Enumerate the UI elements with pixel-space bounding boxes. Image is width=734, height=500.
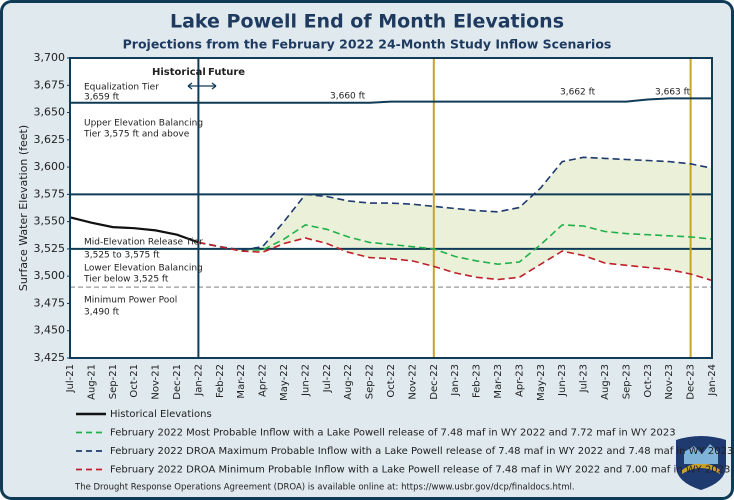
x-tick-label: Sep-22 — [365, 364, 376, 399]
y-tick-label: 3,600 — [34, 160, 66, 173]
annotation: 3,525 to 3,575 ft — [84, 251, 160, 261]
legend-label: February 2022 DROA Maximum Probable Infl… — [110, 446, 733, 457]
x-tick-label: Aug-23 — [600, 364, 611, 400]
y-tick-label: 3,550 — [34, 215, 66, 228]
x-tick-label: Aug-21 — [86, 364, 97, 400]
x-tick-label: Dec-21 — [172, 364, 183, 400]
series-line — [198, 224, 713, 266]
x-tick-label: Feb-23 — [472, 364, 483, 398]
y-tick-label: 3,675 — [34, 78, 66, 91]
y-tick-label: 3,650 — [34, 106, 66, 119]
x-tick-label: Nov-21 — [151, 364, 162, 400]
annotation: 3,662 ft — [560, 88, 596, 98]
y-tick-label: 3,525 — [34, 242, 66, 255]
x-tick-label: Oct-23 — [643, 364, 654, 398]
x-tick-label: Jan-22 — [193, 364, 204, 397]
annotation: Minimum Power Pool — [84, 296, 177, 306]
plot-border — [69, 57, 713, 359]
series-line — [69, 216, 199, 244]
annotation: Future — [208, 67, 245, 78]
annotation: 3,490 ft — [84, 308, 120, 318]
y-tick-label: 3,500 — [34, 269, 66, 282]
legend-label: Historical Elevations — [110, 409, 212, 420]
footnote: The Drought Response Operations Agreemen… — [74, 483, 575, 493]
x-tick-label: Jan-23 — [450, 364, 461, 397]
x-tick-label: Mar-22 — [236, 364, 247, 399]
logo — [676, 436, 726, 490]
x-tick-label: Oct-21 — [129, 364, 140, 398]
x-tick-label: May-23 — [536, 364, 547, 401]
annotation: Tier 3,575 ft and above — [83, 130, 190, 140]
x-tick-label: Aug-22 — [343, 364, 354, 400]
x-tick-label: Jun-22 — [300, 364, 311, 397]
annotation: Lower Elevation Balancing — [84, 264, 203, 274]
annotation: 3,660 ft — [330, 92, 366, 102]
y-tick-label: 3,575 — [34, 187, 66, 200]
x-tick-label: Dec-23 — [686, 364, 697, 400]
y-tick-label: 3,425 — [34, 351, 66, 364]
logo-mountain — [684, 444, 718, 464]
equalization-line — [70, 97, 712, 104]
logo-wave — [682, 463, 720, 474]
x-tick-label: Jan-24 — [707, 364, 718, 397]
annotation: Mid-Elevation Release Tier — [84, 238, 203, 248]
x-tick-label: Nov-23 — [664, 364, 675, 400]
chart-subtitle: Projections from the February 2022 24-Mo… — [123, 37, 612, 52]
arrow — [187, 82, 217, 90]
x-tick-label: Jul-21 — [65, 364, 76, 393]
series-line — [198, 237, 713, 282]
annotation: Historical — [152, 67, 206, 78]
annotation: 3,659 ft — [84, 93, 120, 103]
x-tick-label: Sep-23 — [621, 364, 632, 399]
x-tick-label: Mar-23 — [493, 364, 504, 399]
x-tick-label: Apr-22 — [258, 364, 269, 397]
series-line — [198, 156, 713, 251]
annotation: Upper Elevation Balancing — [84, 119, 203, 129]
legend-label: February 2022 DROA Minimum Probable Infl… — [110, 465, 730, 476]
x-tick-label: Feb-22 — [215, 364, 226, 398]
x-tick-label: Jul-23 — [579, 364, 590, 393]
annotation: Tier below 3,525 ft — [83, 275, 169, 285]
x-tick-label: Jul-22 — [322, 364, 333, 393]
y-axis-title: Surface Water Elevation (feet) — [17, 125, 30, 291]
annotation: 3,663 ft — [655, 88, 691, 98]
x-tick-label: Sep-21 — [108, 364, 119, 399]
y-tick-label: 3,625 — [34, 133, 66, 146]
x-tick-label: May-22 — [279, 364, 290, 401]
x-tick-label: Jun-23 — [557, 364, 568, 397]
y-tick-label: 3,475 — [34, 296, 66, 309]
x-tick-label: Dec-22 — [429, 364, 440, 400]
legend-label: February 2022 Most Probable Inflow with … — [110, 428, 676, 439]
chart-title: Lake Powell End of Month Elevations — [170, 11, 564, 33]
annotation: Equalization Tier — [84, 83, 159, 93]
y-tick-label: 3,700 — [34, 51, 66, 64]
x-tick-label: Nov-22 — [407, 364, 418, 400]
x-tick-label: Apr-23 — [514, 364, 525, 397]
x-tick-label: Oct-22 — [386, 364, 397, 398]
y-tick-label: 3,450 — [34, 324, 66, 337]
